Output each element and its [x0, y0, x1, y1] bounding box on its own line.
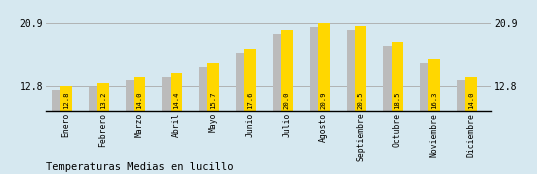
Text: 14.0: 14.0	[136, 92, 143, 109]
Text: 17.6: 17.6	[247, 92, 253, 109]
Bar	[318, 23, 330, 174]
Bar	[162, 77, 174, 174]
Bar	[52, 90, 64, 174]
Bar	[465, 77, 477, 174]
Bar	[457, 80, 469, 174]
Bar	[346, 30, 358, 174]
Text: 20.9: 20.9	[321, 92, 326, 109]
Bar	[281, 30, 293, 174]
Text: 20.0: 20.0	[284, 92, 290, 109]
Bar	[383, 46, 395, 174]
Bar	[391, 42, 403, 174]
Bar	[134, 77, 146, 174]
Bar	[273, 34, 285, 174]
Text: 14.4: 14.4	[173, 92, 179, 109]
Bar	[60, 86, 72, 174]
Text: Temperaturas Medias en lucillo: Temperaturas Medias en lucillo	[46, 162, 233, 172]
Bar	[207, 63, 219, 174]
Bar	[199, 67, 211, 174]
Text: 16.3: 16.3	[431, 92, 437, 109]
Text: 18.5: 18.5	[394, 92, 401, 109]
Bar	[310, 27, 322, 174]
Bar	[355, 26, 366, 174]
Text: 12.8: 12.8	[63, 92, 69, 109]
Bar	[244, 49, 256, 174]
Text: 14.0: 14.0	[468, 92, 474, 109]
Bar	[171, 73, 182, 174]
Bar	[236, 53, 248, 174]
Bar	[126, 80, 137, 174]
Bar	[429, 59, 440, 174]
Text: 15.7: 15.7	[211, 92, 216, 109]
Bar	[420, 63, 432, 174]
Bar	[97, 83, 108, 174]
Bar	[89, 87, 100, 174]
Text: 13.2: 13.2	[100, 92, 106, 109]
Text: 20.5: 20.5	[358, 92, 364, 109]
